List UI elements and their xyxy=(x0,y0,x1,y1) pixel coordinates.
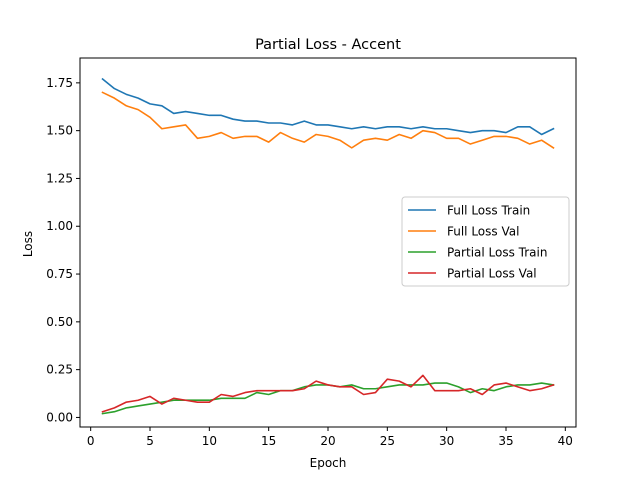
legend-label: Full Loss Val xyxy=(447,225,519,239)
y-axis-label: Loss xyxy=(21,231,35,257)
y-tick-label: 0.00 xyxy=(46,410,73,424)
legend-label: Full Loss Train xyxy=(447,204,530,218)
x-tick-label: 0 xyxy=(87,434,95,448)
y-tick-label: 1.50 xyxy=(46,124,73,138)
x-tick-label: 5 xyxy=(146,434,154,448)
y-tick-label: 0.50 xyxy=(46,315,73,329)
x-tick-label: 25 xyxy=(380,434,395,448)
x-tick-label: 40 xyxy=(558,434,573,448)
series-line-1 xyxy=(101,91,555,149)
series-line-0 xyxy=(101,77,555,136)
plot-frame xyxy=(79,57,577,428)
series-layer xyxy=(101,77,555,415)
x-tick-label: 35 xyxy=(498,434,513,448)
x-tick-label: 30 xyxy=(439,434,454,448)
legend-label: Partial Loss Train xyxy=(447,246,547,260)
legend-label: Partial Loss Val xyxy=(447,267,537,281)
chart-title: Partial Loss - Accent xyxy=(255,37,401,53)
y-tick-label: 1.00 xyxy=(46,219,73,233)
y-tick-label: 1.75 xyxy=(46,76,73,90)
x-tick-label: 20 xyxy=(320,434,335,448)
legend-box xyxy=(401,196,570,287)
x-tick-label: 10 xyxy=(202,434,217,448)
y-tick-label: 0.25 xyxy=(46,363,73,377)
series-line-2 xyxy=(101,382,555,415)
x-tick-label: 15 xyxy=(261,434,276,448)
axis-ticks: 0 5 10 15 20 25 30 35 40 0.00 0.25 0.50 0.75 1.00 1.25… xyxy=(46,76,573,448)
y-tick-label: 1.25 xyxy=(46,171,73,185)
legend: Full Loss Train Full Loss Val Partial Loss… xyxy=(401,196,570,287)
x-axis-label: Epoch xyxy=(310,456,347,470)
y-tick-label: 0.75 xyxy=(46,267,73,281)
series-line-3 xyxy=(101,374,555,413)
